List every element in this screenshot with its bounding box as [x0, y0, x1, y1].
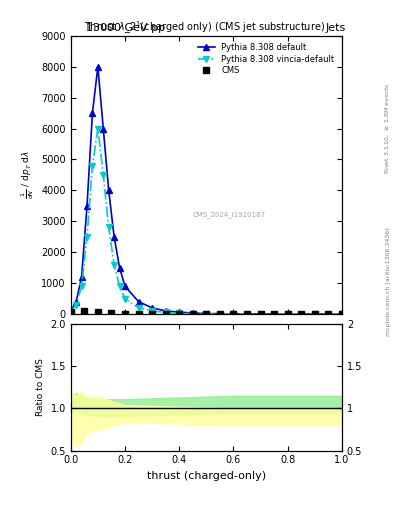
Pythia 8.308 vincia-default: [117, 283, 122, 289]
Pythia 8.308 vincia-default: [177, 310, 182, 316]
Pythia 8.308 default: [163, 308, 168, 314]
CMS: [272, 311, 276, 317]
Pythia 8.308 vincia-default: [150, 308, 154, 314]
Pythia 8.308 default: [117, 265, 122, 271]
Pythia 8.308 default: [190, 310, 195, 316]
Pythia 8.308 default: [74, 298, 79, 305]
Line: Pythia 8.308 default: Pythia 8.308 default: [68, 64, 345, 317]
Pythia 8.308 vincia-default: [101, 172, 106, 178]
CMS: [82, 308, 86, 314]
Text: Rivet 3.1.10, $\geq$ 1.8M events: Rivet 3.1.10, $\geq$ 1.8M events: [384, 82, 391, 174]
Pythia 8.308 vincia-default: [68, 308, 73, 314]
Pythia 8.308 vincia-default: [84, 233, 89, 240]
CMS: [231, 311, 236, 317]
CMS: [285, 311, 290, 317]
Text: CMS_2024_I1920187: CMS_2024_I1920187: [193, 211, 266, 219]
Pythia 8.308 default: [136, 298, 141, 305]
Pythia 8.308 default: [90, 110, 95, 116]
CMS: [326, 311, 331, 317]
Pythia 8.308 default: [340, 311, 344, 317]
Pythia 8.308 vincia-default: [312, 311, 317, 317]
Pythia 8.308 default: [231, 311, 236, 317]
Pythia 8.308 default: [84, 203, 89, 209]
Pythia 8.308 default: [177, 309, 182, 315]
Pythia 8.308 default: [285, 311, 290, 317]
Pythia 8.308 default: [107, 187, 111, 194]
Pythia 8.308 default: [95, 63, 100, 70]
Pythia 8.308 default: [258, 311, 263, 317]
Pythia 8.308 default: [150, 305, 154, 311]
CMS: [136, 311, 141, 317]
Text: Jets: Jets: [325, 23, 346, 33]
Pythia 8.308 vincia-default: [190, 311, 195, 317]
Pythia 8.308 vincia-default: [79, 283, 84, 289]
CMS: [163, 311, 168, 317]
CMS: [68, 309, 73, 315]
CMS: [95, 309, 100, 315]
Pythia 8.308 vincia-default: [231, 311, 236, 317]
Pythia 8.308 vincia-default: [74, 302, 79, 308]
CMS: [258, 311, 263, 317]
CMS: [218, 311, 222, 317]
CMS: [340, 311, 344, 317]
CMS: [190, 311, 195, 317]
Pythia 8.308 default: [312, 311, 317, 317]
CMS: [177, 311, 182, 317]
Pythia 8.308 default: [68, 308, 73, 314]
Pythia 8.308 vincia-default: [107, 224, 111, 230]
Pythia 8.308 vincia-default: [204, 311, 209, 317]
Pythia 8.308 default: [112, 233, 116, 240]
CMS: [123, 310, 127, 316]
Pythia 8.308 default: [204, 310, 209, 316]
Pythia 8.308 vincia-default: [90, 163, 95, 169]
Pythia 8.308 default: [101, 125, 106, 132]
CMS: [109, 310, 114, 316]
Pythia 8.308 vincia-default: [163, 309, 168, 315]
CMS: [244, 311, 250, 317]
Pythia 8.308 vincia-default: [112, 262, 116, 268]
Pythia 8.308 vincia-default: [258, 311, 263, 317]
Line: Pythia 8.308 vincia-default: Pythia 8.308 vincia-default: [68, 126, 345, 317]
Text: 13000 GeV pp: 13000 GeV pp: [86, 23, 165, 33]
CMS: [299, 311, 303, 317]
Line: CMS: CMS: [68, 308, 345, 317]
Legend: Pythia 8.308 default, Pythia 8.308 vincia-default, CMS: Pythia 8.308 default, Pythia 8.308 vinci…: [195, 40, 338, 79]
Pythia 8.308 vincia-default: [285, 311, 290, 317]
Text: Thrust $\lambda\_2^1$(charged only) (CMS jet substructure): Thrust $\lambda\_2^1$(charged only) (CMS…: [84, 19, 325, 36]
Pythia 8.308 default: [123, 283, 127, 289]
Pythia 8.308 vincia-default: [136, 305, 141, 311]
Pythia 8.308 default: [79, 274, 84, 280]
Pythia 8.308 vincia-default: [95, 125, 100, 132]
CMS: [312, 311, 317, 317]
Pythia 8.308 vincia-default: [340, 311, 344, 317]
Y-axis label: Ratio to CMS: Ratio to CMS: [36, 358, 45, 416]
X-axis label: thrust (charged-only): thrust (charged-only): [147, 471, 266, 481]
CMS: [204, 311, 209, 317]
Pythia 8.308 vincia-default: [123, 295, 127, 302]
Y-axis label: $\frac{1}{\mathrm{d}N}$ / $\mathrm{d}p_T$ $\mathrm{d}\lambda$: $\frac{1}{\mathrm{d}N}$ / $\mathrm{d}p_T…: [19, 151, 36, 200]
Text: mcplots.cern.ch [arXiv:1306.3436]: mcplots.cern.ch [arXiv:1306.3436]: [386, 227, 391, 336]
CMS: [150, 311, 154, 317]
